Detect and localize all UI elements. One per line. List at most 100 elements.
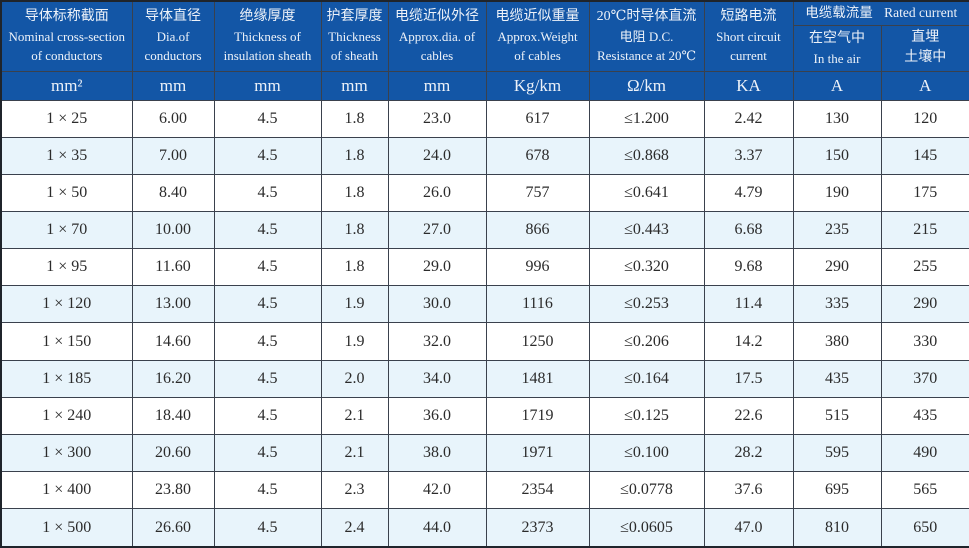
table-cell: 6.00 bbox=[131, 99, 215, 138]
table-cell: 28.2 bbox=[703, 433, 794, 473]
table-cell: 1 × 240 bbox=[0, 396, 133, 435]
table-cell: 7.00 bbox=[131, 136, 215, 175]
table-cell: 1 × 70 bbox=[0, 210, 133, 250]
unit-cell: Ω/km bbox=[588, 70, 705, 101]
col-header-sheath-thickness: 护套厚度 Thickness of sheath bbox=[320, 0, 389, 72]
table-row: 1 × 500 26.60 4.5 2.4 44.0 2373 ≤0.0605 … bbox=[0, 508, 969, 548]
table-cell: 4.5 bbox=[213, 433, 322, 473]
col-header-zh: 绝缘厚度 bbox=[239, 9, 296, 25]
unit-cell: KA bbox=[703, 70, 794, 101]
table-cell: 2.1 bbox=[320, 433, 389, 473]
table-cell: 617 bbox=[485, 99, 590, 138]
table-cell: 1.9 bbox=[320, 285, 389, 324]
col-header-approx-diameter: 电缆近似外径 Approx.dia. of cables bbox=[387, 0, 487, 72]
table-cell: 9.68 bbox=[703, 248, 794, 287]
table-cell: 435 bbox=[792, 359, 882, 398]
table-cell: 18.40 bbox=[131, 396, 215, 435]
table-cell: 1 × 95 bbox=[0, 248, 133, 287]
table-cell: 1481 bbox=[485, 359, 590, 398]
table-cell: 30.0 bbox=[387, 285, 487, 324]
table-cell: ≤0.320 bbox=[588, 248, 705, 287]
table-cell: 130 bbox=[792, 99, 882, 138]
table-cell: 4.5 bbox=[213, 99, 322, 138]
table-cell: 4.5 bbox=[213, 508, 322, 548]
table-cell: 4.5 bbox=[213, 173, 322, 212]
col-header-zh: 在空气中 bbox=[809, 30, 865, 46]
table-cell: ≤0.0605 bbox=[588, 508, 705, 548]
table-cell: 678 bbox=[485, 136, 590, 175]
table-cell: 1.9 bbox=[320, 322, 389, 361]
group-header-zh: 电缆载流量 bbox=[805, 5, 873, 21]
table-cell: 255 bbox=[880, 248, 969, 287]
table-cell: 175 bbox=[880, 173, 969, 212]
unit-cell: Kg/km bbox=[485, 70, 590, 101]
table-cell: 370 bbox=[880, 359, 969, 398]
col-header-zh: 电缆近似重量 bbox=[495, 9, 580, 25]
table-cell: 36.0 bbox=[387, 396, 487, 435]
table-cell: 1 × 50 bbox=[0, 173, 133, 212]
table-cell: 120 bbox=[880, 99, 969, 138]
table-cell: 650 bbox=[880, 508, 969, 548]
table-row: 1 × 185 16.20 4.5 2.0 34.0 1481 ≤0.164 1… bbox=[0, 359, 969, 398]
col-header-conductor-diameter: 导体直径 Dia.of conductors bbox=[131, 0, 215, 72]
table-row: 1 × 300 20.60 4.5 2.1 38.0 1971 ≤0.100 2… bbox=[0, 433, 969, 473]
col-header-insulation-thickness: 绝缘厚度 Thickness of insulation sheath bbox=[213, 0, 322, 72]
table-cell: 16.20 bbox=[131, 359, 215, 398]
table-cell: ≤0.206 bbox=[588, 322, 705, 361]
table-cell: 26.60 bbox=[131, 508, 215, 548]
table-cell: 26.0 bbox=[387, 173, 487, 212]
table-cell: 24.0 bbox=[387, 136, 487, 175]
table-cell: 215 bbox=[880, 210, 969, 250]
table-row: 1 × 150 14.60 4.5 1.9 32.0 1250 ≤0.206 1… bbox=[0, 322, 969, 361]
col-header-zh: 20℃时导体直流 bbox=[596, 9, 697, 25]
table-cell: 1 × 150 bbox=[0, 322, 133, 361]
table-cell: 1.8 bbox=[320, 210, 389, 250]
table-cell: ≤0.0778 bbox=[588, 471, 705, 510]
table-cell: 810 bbox=[792, 508, 882, 548]
table-cell: 13.00 bbox=[131, 285, 215, 324]
table-row: 1 × 400 23.80 4.5 2.3 42.0 2354 ≤0.0778 … bbox=[0, 471, 969, 510]
table-cell: 1 × 400 bbox=[0, 471, 133, 510]
unit-cell: mm bbox=[213, 70, 322, 101]
table-cell: 595 bbox=[792, 433, 882, 473]
table-cell: 4.5 bbox=[213, 396, 322, 435]
table-cell: 1.8 bbox=[320, 173, 389, 212]
table-cell: 290 bbox=[792, 248, 882, 287]
col-header-zh: 导体直径 bbox=[145, 9, 201, 25]
table-cell: 866 bbox=[485, 210, 590, 250]
unit-cell: mm bbox=[320, 70, 389, 101]
table-row: 1 × 70 10.00 4.5 1.8 27.0 866 ≤0.443 6.6… bbox=[0, 210, 969, 250]
col-header-en: In the air bbox=[813, 50, 861, 66]
group-header-en: Rated current bbox=[884, 5, 958, 21]
table-cell: ≤1.200 bbox=[588, 99, 705, 138]
table-cell: 10.00 bbox=[131, 210, 215, 250]
table-cell: 1 × 300 bbox=[0, 433, 133, 473]
table-cell: 20.60 bbox=[131, 433, 215, 473]
col-header-en: Nominal cross-section of conductors bbox=[8, 29, 126, 64]
table-cell: 2373 bbox=[485, 508, 590, 548]
table-cell: 330 bbox=[880, 322, 969, 361]
table-cell: 2.3 bbox=[320, 471, 389, 510]
table-cell: 435 bbox=[880, 396, 969, 435]
table-cell: 4.5 bbox=[213, 210, 322, 250]
table-cell: 1719 bbox=[485, 396, 590, 435]
table-cell: 4.5 bbox=[213, 322, 322, 361]
table-cell: 235 bbox=[792, 210, 882, 250]
table-cell: 2.0 bbox=[320, 359, 389, 398]
table-cell: ≤0.125 bbox=[588, 396, 705, 435]
table-cell: 1.8 bbox=[320, 136, 389, 175]
table-cell: 47.0 bbox=[703, 508, 794, 548]
table-cell: 2.1 bbox=[320, 396, 389, 435]
table-row: 1 × 120 13.00 4.5 1.9 30.0 1116 ≤0.253 1… bbox=[0, 285, 969, 324]
table-cell: ≤0.253 bbox=[588, 285, 705, 324]
table-cell: ≤0.641 bbox=[588, 173, 705, 212]
table-cell: 1971 bbox=[485, 433, 590, 473]
col-header-dc-resistance: 20℃时导体直流 电阻 D.C. Resistance at 20℃ bbox=[588, 0, 705, 72]
table-cell: 1 × 25 bbox=[0, 99, 133, 138]
table-cell: 1250 bbox=[485, 322, 590, 361]
table-cell: 4.5 bbox=[213, 359, 322, 398]
col-header-en: 电阻 D.C. Resistance at 20℃ bbox=[596, 29, 697, 64]
table-cell: 145 bbox=[880, 136, 969, 175]
